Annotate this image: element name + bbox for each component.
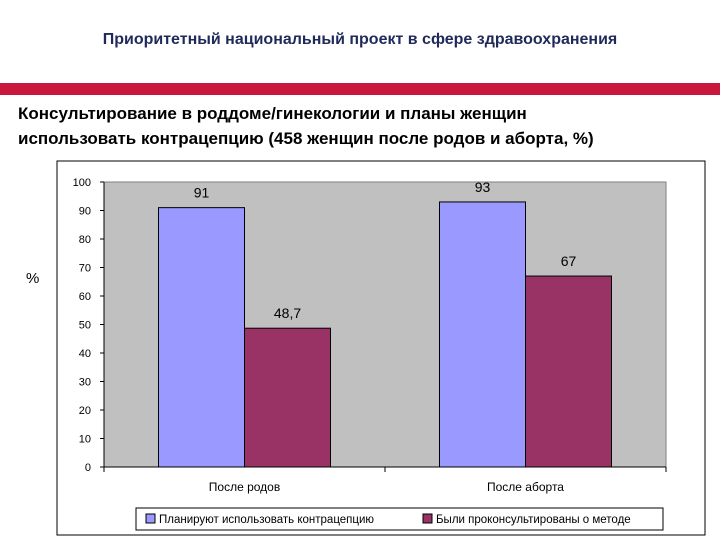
data-label: 91 — [194, 185, 210, 201]
legend-label: Планируют использовать контрацепцию — [159, 514, 374, 526]
data-label: 67 — [561, 253, 577, 269]
y-tick-label: 70 — [79, 263, 91, 275]
y-tick-label: 50 — [79, 320, 91, 332]
y-tick-label: 20 — [79, 405, 91, 417]
data-label: 93 — [475, 179, 491, 195]
y-tick-label: 100 — [73, 177, 91, 189]
data-label: 48,7 — [274, 305, 301, 321]
legend-swatch — [422, 513, 433, 524]
x-tick-label: После аборта — [487, 480, 564, 494]
chart-subtitle: Консультирование в роддоме/гинекологии и… — [18, 101, 718, 151]
y-tick-label: 60 — [79, 291, 91, 303]
y-tick-label: 80 — [79, 234, 91, 246]
bar-chart: 0 10 20 30 40 50 60 70 80 90 100 91 48,7 После родов 9… — [56, 160, 706, 536]
header-title: Приоритетный национальный проект в сфере… — [102, 31, 618, 48]
bar — [244, 327, 331, 468]
accent-bar — [0, 83, 720, 95]
bar — [158, 207, 245, 468]
y-axis-label: % — [26, 270, 40, 287]
legend-label: Были проконсультированы о методе — [436, 514, 631, 526]
legend — [135, 507, 664, 531]
bar — [525, 275, 612, 468]
legend-swatch — [145, 513, 156, 524]
subtitle-line-1: Консультирование в роддоме/гинекологии и… — [18, 104, 527, 123]
y-tick-label: 40 — [79, 348, 91, 360]
y-tick-label: 10 — [79, 434, 91, 446]
y-tick-label: 90 — [79, 206, 91, 218]
y-tick-label: 30 — [79, 377, 91, 389]
y-tick-label: 0 — [85, 462, 91, 474]
x-tick-label: После родов — [209, 480, 280, 494]
bar — [439, 201, 526, 468]
subtitle-line-2: использовать контрацепцию (458 женщин по… — [18, 129, 594, 148]
